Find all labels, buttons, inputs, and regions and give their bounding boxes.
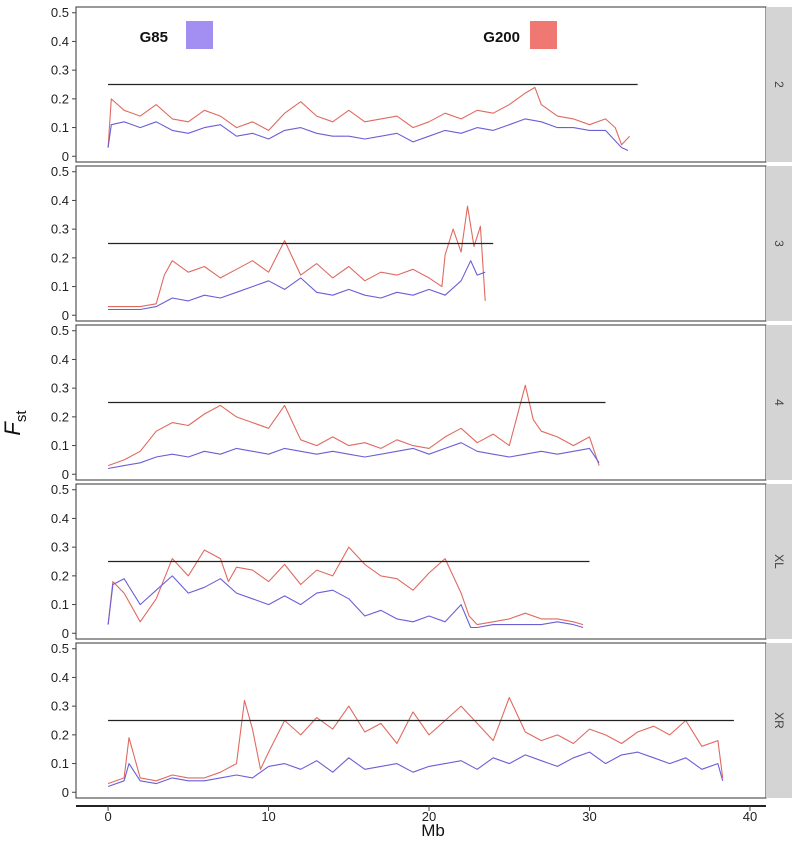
y-tick-label: 0.5 (51, 5, 69, 20)
y-tick-label: 0.2 (51, 568, 69, 583)
y-tick-label: 0.4 (51, 511, 69, 526)
series-g85-line (107, 575, 584, 629)
y-tick-label: 0.3 (51, 381, 69, 396)
panel-strip (766, 643, 792, 798)
y-tick-label: 0.5 (51, 164, 69, 179)
series-g85-line (108, 260, 486, 311)
x-tick-label: 30 (582, 809, 596, 824)
legend: G85 G200 (140, 21, 557, 49)
series-g85-line (108, 442, 600, 470)
y-tick-label: 0.2 (51, 91, 69, 106)
series-g200-line (107, 384, 600, 467)
series-g85-line (107, 118, 629, 152)
y-axis-title: Fst (0, 410, 30, 436)
x-tick-label: 20 (422, 809, 436, 824)
panel-3: 3 0 0.1 0.2 0.3 0.4 0.5 (51, 164, 792, 323)
series-g200-line (107, 86, 631, 148)
y-tick-label: 0 (62, 626, 69, 641)
x-tick-label: 40 (743, 809, 757, 824)
y-tick-label: 0 (62, 467, 69, 482)
panel-strip-label: XR (772, 712, 786, 729)
panel-strip-label: 2 (772, 81, 786, 88)
y-tick-label: 0.5 (51, 641, 69, 656)
panel-strip (766, 7, 792, 162)
series-g200-line (107, 696, 724, 785)
panel-strip (766, 325, 792, 480)
y-tick-label: 0.4 (51, 352, 69, 367)
y-tick-label: 0.2 (51, 727, 69, 742)
panel-XL: XL 0 0.1 0.2 0.3 0.4 0.5 (51, 482, 792, 641)
y-tick-label: 0.4 (51, 670, 69, 685)
y-tick-label: 0.1 (51, 597, 69, 612)
legend-swatch (530, 21, 557, 49)
legend-label: G85 (140, 29, 168, 46)
y-tick-label: 0 (62, 785, 69, 800)
y-tick-label: 0.2 (51, 409, 69, 424)
x-tick-label: 0 (104, 809, 111, 824)
series-g85-line (107, 751, 724, 788)
y-tick-label: 0.3 (51, 540, 69, 555)
y-tick-label: 0.1 (51, 279, 69, 294)
y-tick-label: 0 (62, 149, 69, 164)
x-axis-ticks: 0 10 20 30 40 (104, 806, 757, 824)
panel-group: 2 0 0.1 0.2 0.3 0.4 0.5 3 0 0.1 0.2 0.3 0.4 0.5 4 0 0.1 0… (51, 5, 792, 800)
y-axis-title-main: F (0, 421, 25, 436)
series-g200-line (108, 205, 486, 308)
panel-strip-label: 3 (772, 240, 786, 247)
y-tick-label: 0.3 (51, 222, 69, 237)
y-tick-label: 0.1 (51, 120, 69, 135)
legend-swatch (186, 21, 213, 49)
y-tick-label: 0.4 (51, 193, 69, 208)
y-tick-label: 0 (62, 308, 69, 323)
panel-4: 4 0 0.1 0.2 0.3 0.4 0.5 (51, 323, 792, 482)
y-tick-label: 0.1 (51, 438, 69, 453)
y-tick-label: 0.3 (51, 63, 69, 78)
panel-strip (766, 166, 792, 321)
x-axis-title: Mb (421, 821, 445, 840)
y-tick-label: 0.1 (51, 756, 69, 771)
panel-strip (766, 484, 792, 639)
panel-strip-label: XL (772, 554, 786, 569)
y-tick-label: 0.4 (51, 34, 69, 49)
y-axis-title-sub: st (13, 410, 30, 423)
y-tick-label: 0.3 (51, 699, 69, 714)
y-tick-label: 0.5 (51, 482, 69, 497)
panel-strip-label: 4 (772, 399, 786, 406)
y-tick-label: 0.5 (51, 323, 69, 338)
y-tick-label: 0.2 (51, 250, 69, 265)
legend-label: G200 (483, 29, 520, 46)
x-tick-label: 10 (261, 809, 275, 824)
panel-XR: XR 0 0.1 0.2 0.3 0.4 0.5 (51, 641, 792, 800)
